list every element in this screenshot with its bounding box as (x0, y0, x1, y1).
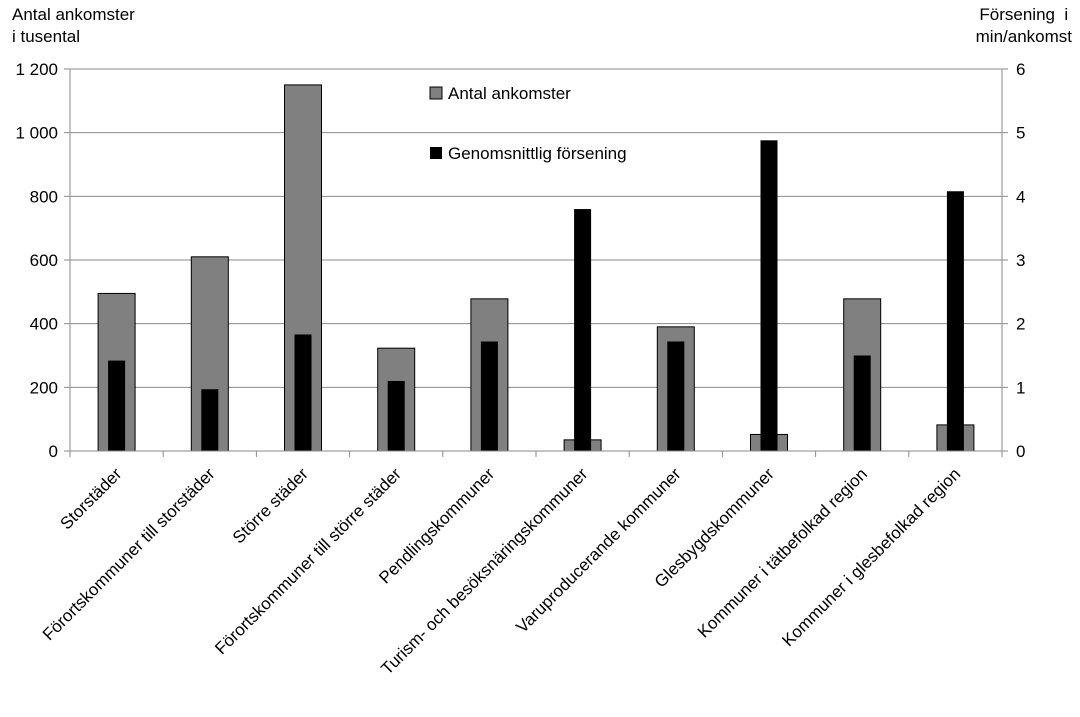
left-tick-label: 1 200 (15, 60, 58, 79)
left-axis-title-line2: i tusental (12, 27, 81, 46)
left-tick-label: 0 (49, 442, 58, 461)
left-axis-title-line1: Antal ankomster (12, 5, 135, 24)
bar-genomsnittlig-forsening (760, 140, 778, 451)
category-label: Varuproducerande kommuner (512, 464, 684, 636)
category-label: Förortskommuner till storstäder (39, 464, 219, 644)
bar-genomsnittlig-forsening (294, 334, 312, 451)
left-tick-label: 800 (30, 187, 58, 206)
legend-label: Antal ankomster (448, 84, 571, 103)
category-label: Turism- och besöksnäringskommuner (377, 464, 591, 678)
legend-swatch (429, 86, 443, 100)
left-tick-label: 600 (30, 251, 58, 270)
category-label: Storstäder (57, 464, 126, 533)
left-tick-label: 1 000 (15, 124, 58, 143)
tick-labels: 0 200 400 600 800 1 000 1 200 0 1 2 3 4 5 6 (15, 60, 1025, 461)
legend-label: Genomsnittlig försening (448, 144, 627, 163)
right-tick-label: 2 (1016, 315, 1025, 334)
bar-genomsnittlig-forsening (946, 191, 964, 452)
right-tick-label: 0 (1016, 442, 1025, 461)
right-axis-title: Försening i min/ankomst (976, 4, 1072, 48)
legend-swatch (430, 147, 442, 159)
category-label: Kommuner i tätbefolkad region (694, 464, 871, 641)
right-tick-label: 6 (1016, 60, 1025, 79)
bar-genomsnittlig-forsening (574, 209, 592, 451)
bars (97, 84, 975, 452)
category-label: Kommuner i glesbefolkad region (778, 464, 964, 650)
axes (64, 68, 1008, 457)
right-tick-label: 5 (1016, 124, 1025, 143)
category-label: Förortskommuner till större städer (211, 464, 405, 658)
left-tick-label: 200 (30, 378, 58, 397)
category-label: Större städer (229, 464, 312, 547)
right-axis-title-line1: Försening i (979, 5, 1069, 24)
bar-genomsnittlig-forsening (108, 360, 126, 451)
legend: Antal ankomster Genomsnittlig försening (429, 84, 627, 163)
bar-genomsnittlig-forsening (480, 341, 498, 451)
left-axis-title: Antal ankomster i tusental (12, 4, 135, 48)
right-tick-label: 1 (1016, 378, 1025, 397)
bar-genomsnittlig-forsening (853, 355, 871, 451)
right-tick-label: 3 (1016, 251, 1025, 270)
right-axis-title-line2: min/ankomst (975, 27, 1072, 46)
bar-genomsnittlig-forsening (667, 341, 685, 451)
right-tick-label: 4 (1016, 187, 1025, 206)
left-tick-label: 400 (30, 315, 58, 334)
bar-genomsnittlig-forsening (201, 389, 219, 451)
bar-genomsnittlig-forsening (387, 380, 405, 451)
